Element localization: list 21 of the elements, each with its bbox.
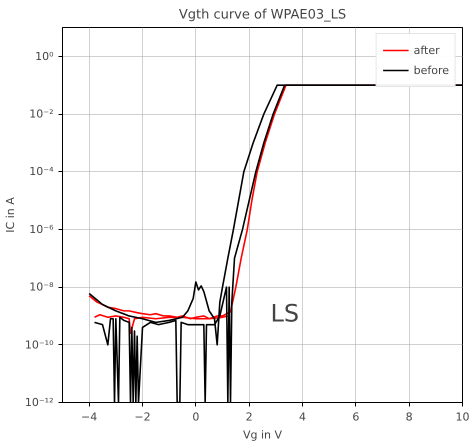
y-tick-label: 10⁰ [35,50,54,63]
x-tick-label: 10 [456,410,470,424]
y-tick-label: 10⁻⁸ [29,280,54,294]
x-tick-label: −2 [134,410,151,424]
legend-label: before [414,64,449,76]
x-tick-label: 0 [192,410,200,424]
x-tick-label: 2 [246,410,253,424]
x-tick-label: 6 [352,410,360,424]
y-tick-label: 10⁻¹² [24,396,54,409]
x-tick-label: 4 [299,410,306,424]
chart-title: Vgth curve of WPAE03_LS [178,8,346,22]
y-tick-label: 10⁻⁶ [29,222,54,236]
y-tick-label: 10⁻¹⁰ [24,338,54,352]
y-tick-label: 10⁻² [29,108,54,121]
x-tick-label: 8 [406,410,413,424]
y-axis-title: IC in A [4,196,17,233]
x-axis-title: Vg in V [242,428,282,442]
legend-label: after [414,44,440,56]
annotation: LS [270,300,300,328]
x-tick-label: −4 [81,410,98,424]
y-tick-label: 10⁻⁴ [29,165,54,178]
